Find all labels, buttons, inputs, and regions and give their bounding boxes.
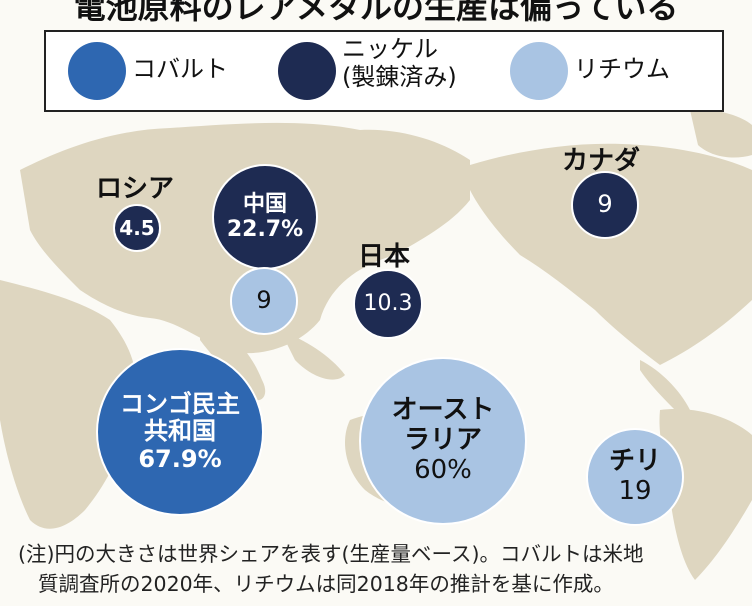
legend-lithium-label: リチウム xyxy=(574,55,670,83)
legend-cobalt-label: コバルト xyxy=(132,55,228,83)
south-asia-land xyxy=(200,320,266,401)
bubble-australia-line1: オースト xyxy=(391,395,495,426)
southeast-asia-land xyxy=(280,330,345,380)
bubble-australia-line2: ラリア xyxy=(403,425,482,456)
footnote-line2: 質調査所の2020年、リチウムは同2018年の推計を基に作成。 xyxy=(38,571,614,596)
legend-cobalt-swatch xyxy=(68,42,126,100)
bubble-australia-lithium: オースト ラリア 60% xyxy=(359,357,527,525)
africa-land xyxy=(0,280,137,529)
footnote: (注)円の大きさは世界シェアを表す(生産量ベース)。コバルトは米地 質調査所の2… xyxy=(18,540,743,599)
bubble-china-lithium-value: 9 xyxy=(256,286,272,315)
legend-nickel-swatch xyxy=(278,42,336,100)
bubble-canada-value: 9 xyxy=(597,190,613,219)
bubble-congo-line2: 共和国 xyxy=(144,417,216,446)
japan-land xyxy=(340,215,353,262)
bubble-australia-value: 60% xyxy=(414,454,472,485)
legend-nickel-label-line1: ニッケル xyxy=(342,35,438,63)
bubble-congo-cobalt: コンゴ民主 共和国 67.9% xyxy=(96,348,264,516)
bubble-china-nickel: 中国 22.7% xyxy=(212,164,318,270)
bubble-chile-country: チリ xyxy=(608,446,661,477)
bubble-congo-line1: コンゴ民主 xyxy=(120,389,240,418)
bubble-chile-lithium: チリ 19 xyxy=(586,428,684,526)
legend-nickel-label: ニッケル (製錬済み) xyxy=(342,35,457,91)
legend: コバルト ニッケル (製錬済み) リチウム xyxy=(44,30,724,112)
page-title: 電池原料のレアメタルの生産は偏っている xyxy=(73,0,679,26)
legend-lithium-swatch xyxy=(510,42,568,100)
central-america-land xyxy=(640,360,690,415)
bubble-china-lithium: 9 xyxy=(230,267,298,335)
bubble-japan-value: 10.3 xyxy=(363,291,413,317)
country-label-russia: ロシア xyxy=(96,174,175,204)
bubble-china-value: 22.7% xyxy=(226,217,304,242)
north-america-land xyxy=(470,143,752,365)
bubble-japan-nickel: 10.3 xyxy=(353,269,423,339)
bubble-russia-value: 4.5 xyxy=(119,215,155,240)
footnote-line1: (注)円の大きさは世界シェアを表す(生産量ベース)。コバルトは米地 xyxy=(18,542,644,566)
country-label-japan: 日本 xyxy=(358,242,411,272)
bubble-chile-value: 19 xyxy=(618,476,652,506)
greenland-land xyxy=(690,109,752,158)
bubble-canada-nickel: 9 xyxy=(571,171,639,239)
bubble-congo-value: 67.9% xyxy=(138,444,222,473)
legend-nickel-label-line2: (製錬済み) xyxy=(342,62,457,91)
bubble-russia-nickel: 4.5 xyxy=(113,204,161,252)
bubble-china-country: 中国 xyxy=(242,191,287,217)
south-america-land xyxy=(659,409,752,580)
